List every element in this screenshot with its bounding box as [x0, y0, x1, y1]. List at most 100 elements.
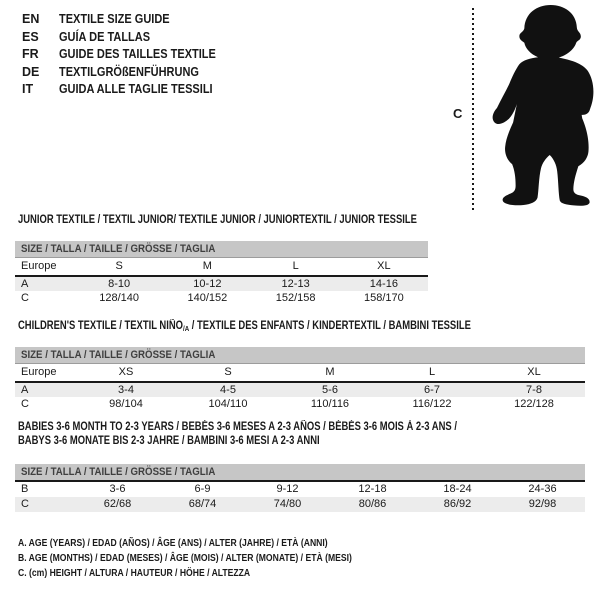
size-header-bar: SIZE / TALLA / TAILLE / GRÖSSE / TAGLIA: [15, 464, 585, 482]
row-label: Europe: [15, 258, 75, 277]
size-cell: 10-12: [193, 278, 222, 290]
size-cell: 158/170: [363, 292, 404, 304]
children-title-post: / TEXTILE DES ENFANTS / KINDERTEXTIL / B…: [189, 320, 471, 332]
language-row-fr: FR GUIDE DES TAILLES TEXTILE: [22, 46, 237, 64]
size-cell: L: [251, 258, 340, 277]
babies-table: SIZE / TALLA / TAILLE / GRÖSSE / TAGLIA …: [15, 464, 585, 512]
size-cell: 80/86: [358, 498, 387, 510]
row-label: B: [21, 483, 29, 495]
size-cell: XS: [75, 364, 177, 383]
language-row-en: EN TEXTILE SIZE GUIDE: [22, 11, 237, 29]
size-header-label: SIZE / TALLA / TAILLE / GRÖSSE / TAGLIA: [21, 349, 216, 361]
row-label: C: [21, 398, 29, 410]
language-code: EN: [22, 12, 40, 26]
language-code: ES: [22, 29, 39, 44]
size-cell: 74/80: [273, 498, 302, 510]
size-header-label: SIZE / TALLA / TAILLE / GRÖSSE / TAGLIA: [21, 243, 216, 255]
size-cell: XL: [483, 364, 585, 383]
size-header-label: SIZE / TALLA / TAILLE / GRÖSSE / TAGLIA: [21, 466, 216, 478]
size-cell: XL: [339, 258, 428, 277]
language-code: IT: [22, 82, 34, 97]
row-label: C: [21, 292, 29, 304]
table-row: C 62/68 68/74 74/80 80/86 86/92 92/98: [15, 497, 585, 512]
language-title: GUÍA DE TALLAS: [59, 29, 151, 44]
babies-title-line1: BABIES 3-6 MONTH TO 2-3 YEARS / BEBÉS 3-…: [18, 421, 457, 433]
size-cell: 7-8: [526, 384, 542, 396]
size-cell: 4-5: [220, 384, 236, 396]
size-cell: 104/110: [208, 398, 248, 410]
language-row-de: DE TEXTILGRÖßENFÜHRUNG: [22, 64, 237, 82]
language-code: FR: [22, 47, 39, 62]
size-cell: 6-7: [424, 384, 440, 396]
size-cell: 6-9: [194, 483, 211, 495]
size-cell: 12-18: [358, 483, 387, 495]
footnote-b-text: B. AGE (MONTHS) / EDAD (MESES) / ÂGE (MO…: [18, 552, 352, 564]
size-cell: S: [75, 258, 164, 277]
table-row: C 98/104 104/110 110/116 116/122 122/128: [15, 397, 585, 411]
table-row: A 3-4 4-5 5-6 6-7 7-8: [15, 382, 585, 397]
size-cell: 116/122: [412, 398, 452, 410]
row-label: Europe: [15, 364, 75, 383]
size-cell: L: [381, 364, 483, 383]
size-cell: 128/140: [99, 292, 139, 304]
table-row: Europe S M L XL: [15, 258, 428, 277]
size-cell: 3-4: [118, 384, 134, 396]
size-cell: M: [279, 364, 381, 383]
height-measure-label: C: [453, 106, 463, 121]
size-cell: 152/158: [275, 292, 316, 304]
size-cell: 3-6: [109, 483, 126, 495]
size-header-bar: SIZE / TALLA / TAILLE / GRÖSSE / TAGLIA: [15, 347, 585, 364]
size-cell: 62/68: [103, 498, 132, 510]
footnote-b: B. AGE (MONTHS) / EDAD (MESES) / ÂGE (MO…: [18, 551, 425, 566]
size-cell: 24-36: [528, 483, 557, 495]
size-cell: 18-24: [443, 483, 472, 495]
size-cell: 5-6: [322, 384, 338, 396]
babies-title-line2: BABYS 3-6 MONATE BIS 2-3 JAHRE / BAMBINI…: [18, 435, 320, 447]
row-label: A: [21, 278, 29, 290]
height-measure-line: [472, 8, 474, 211]
junior-title-text: JUNIOR TEXTILE / TEXTIL JUNIOR/ TEXTILE …: [18, 214, 417, 226]
size-cell: M: [163, 258, 252, 277]
language-title: GUIDE DES TAILLES TEXTILE: [59, 47, 216, 62]
junior-table: SIZE / TALLA / TAILLE / GRÖSSE / TAGLIA …: [15, 241, 428, 305]
size-cell: 122/128: [514, 398, 554, 410]
language-title: TEXTILGRÖßENFÜHRUNG: [59, 64, 199, 79]
babies-section-title: BABIES 3-6 MONTH TO 2-3 YEARS / BEBÉS 3-…: [18, 420, 553, 448]
children-section-title: CHILDREN'S TEXTILE / TEXTIL NIÑO/A / TEX…: [18, 320, 570, 333]
footnote-a-text: A. AGE (YEARS) / EDAD (AÑOS) / ÂGE (ANS)…: [18, 537, 328, 549]
size-cell: S: [177, 364, 279, 383]
size-cell: 8-10: [108, 278, 131, 290]
language-row-it: IT GUIDA ALLE TAGLIE TESSILI: [22, 81, 237, 99]
size-header-bar: SIZE / TALLA / TAILLE / GRÖSSE / TAGLIA: [15, 241, 428, 258]
size-cell: 92/98: [528, 498, 557, 510]
table-row: B 3-6 6-9 9-12 12-18 18-24 24-36: [15, 482, 585, 497]
children-title-sub: /A: [183, 324, 190, 333]
junior-section-title: JUNIOR TEXTILE / TEXTIL JUNIOR/ TEXTILE …: [18, 214, 504, 226]
footnote-c-text: C. (cm) HEIGHT / ALTURA / HAUTEUR / HÖHE…: [18, 567, 251, 579]
children-table: SIZE / TALLA / TAILLE / GRÖSSE / TAGLIA …: [15, 347, 585, 411]
size-cell: 14-16: [369, 278, 398, 290]
size-cell: 9-12: [276, 483, 299, 495]
row-label: A: [21, 384, 29, 396]
size-cell: 110/116: [310, 398, 350, 410]
table-row: Europe XS S M L XL: [15, 364, 585, 383]
table-row: A 8-10 10-12 12-13 14-16: [15, 276, 428, 291]
size-cell: 98/104: [109, 398, 143, 410]
size-cell: 12-13: [281, 278, 310, 290]
language-title: TEXTILE SIZE GUIDE: [59, 12, 170, 26]
footnote-c: C. (cm) HEIGHT / ALTURA / HAUTEUR / HÖHE…: [18, 566, 425, 581]
children-title-text: CHILDREN'S TEXTILE / TEXTIL NIÑO/A / TEX…: [18, 320, 471, 333]
children-title-pre: CHILDREN'S TEXTILE / TEXTIL NIÑO: [18, 320, 184, 332]
baby-silhouette-icon: [492, 5, 594, 206]
size-cell: 140/152: [187, 292, 228, 304]
language-title: GUIDA ALLE TAGLIE TESSILI: [59, 82, 213, 97]
footnotes: A. AGE (YEARS) / EDAD (AÑOS) / ÂGE (ANS)…: [18, 536, 425, 581]
language-code: DE: [22, 64, 40, 79]
language-list: EN TEXTILE SIZE GUIDE ES GUÍA DE TALLAS …: [22, 11, 237, 99]
footnote-a: A. AGE (YEARS) / EDAD (AÑOS) / ÂGE (ANS)…: [18, 536, 425, 551]
table-row: C 128/140 140/152 152/158 158/170: [15, 291, 428, 305]
size-cell: 86/92: [443, 498, 472, 510]
size-cell: 68/74: [188, 498, 217, 510]
row-label: C: [21, 498, 29, 510]
